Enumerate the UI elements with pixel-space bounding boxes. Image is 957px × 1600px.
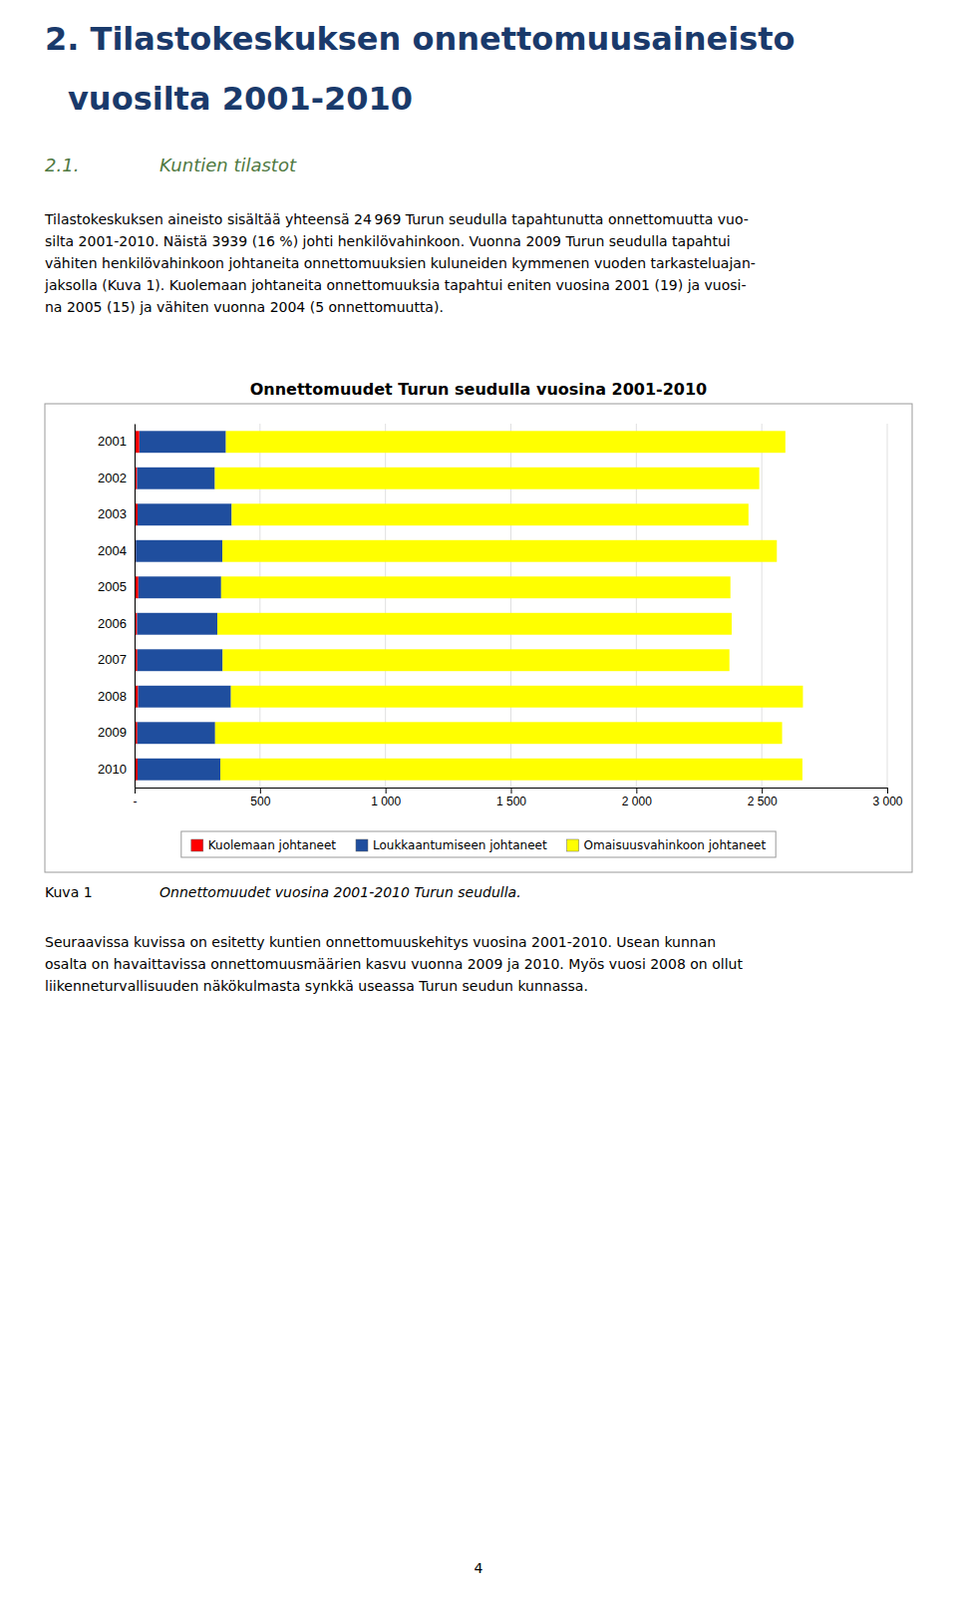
tick-mark [887, 787, 889, 794]
tick: 2005 [97, 579, 135, 595]
page: 2. Tilastokeskuksen onnettomuusaineisto v… [0, 0, 957, 1600]
bar [137, 613, 219, 636]
page-title: vuosilta 2001-2010 [67, 79, 413, 118]
body-text: osalta on havaittavissa onnettomuusmääri… [44, 956, 743, 972]
page-title: 2. Tilastokeskuksen onnettomuusaineisto [44, 19, 796, 58]
tick: 2002 [97, 470, 135, 486]
body-text: silta 2001-2010. Näistä 3939 (16 %) joht… [44, 233, 731, 250]
x-axis: - 500 1 000 1 500 2 000 2 500 3 000 [133, 787, 904, 809]
tick: 500 [250, 787, 271, 809]
legend-item: Omaisuusvahinkoon johtaneet [567, 838, 767, 853]
section-label: 2.1. [44, 154, 79, 176]
caption-text: Onnettomuudet vuosina 2001-2010 Turun se… [159, 884, 522, 901]
tick-label: 2 000 [622, 794, 652, 809]
tick-label: 2005 [97, 579, 127, 595]
body-text: liikenneturvallisuuden näkökulmasta synk… [44, 977, 589, 994]
body-text: na 2005 (15) ja vähiten vuonna 2004 (5 o… [44, 299, 444, 316]
bar [215, 721, 783, 744]
legend-item: Loukkaantumiseen johtaneet [355, 838, 548, 853]
bar [137, 503, 232, 526]
bar [139, 430, 227, 453]
tick-mark [636, 787, 638, 794]
tick-mark [134, 787, 136, 794]
bar [137, 721, 216, 744]
tick-label: 500 [250, 794, 271, 809]
tick: 2007 [97, 651, 135, 667]
tick-label: 2009 [97, 724, 127, 740]
tick-label: 2003 [97, 506, 127, 522]
legend-item: Kuolemaan johtaneet [191, 838, 336, 853]
bar [222, 648, 729, 671]
tick-label: 2004 [97, 543, 127, 559]
tick: 2 000 [622, 787, 652, 809]
tick-label: 2001 [97, 433, 127, 449]
page-number: 4 [474, 1560, 484, 1577]
tick-label: 1 000 [370, 794, 401, 809]
body-text: Tilastokeskuksen aineisto sisältää yhtee… [43, 211, 749, 228]
tick-mark [511, 787, 513, 794]
bar [226, 430, 786, 453]
grid-line [887, 423, 889, 788]
body-text: vähiten henkilövahinkoon johtaneita onne… [44, 255, 756, 272]
bar [215, 467, 760, 490]
tick: 2001 [97, 433, 135, 449]
tick: 2008 [97, 688, 135, 704]
tick-label: 3 000 [872, 794, 903, 809]
grid [134, 423, 888, 788]
tick-mark [385, 787, 387, 794]
tick-label: 2010 [97, 761, 127, 777]
tick-label: 2 500 [747, 794, 778, 809]
chart-frame [44, 403, 913, 873]
body-text: jaksolla (Kuva 1). Kuolemaan johtaneita … [43, 277, 747, 294]
legend-label: Loukkaantumiseen johtaneet [372, 838, 548, 853]
bar [138, 685, 232, 708]
tick: 2009 [97, 724, 135, 740]
y-axis: 2010 2009 2008 2007 2006 2005 2004 2003 2002 2001 [97, 424, 135, 789]
legend-label: Omaisuusvahinkoon johtaneet [584, 838, 767, 853]
legend-swatch [355, 839, 368, 852]
bar [222, 540, 777, 563]
axis-line [135, 788, 889, 795]
grid-line [134, 423, 136, 788]
tick: 2004 [97, 543, 135, 559]
tick-mark [761, 787, 763, 794]
bars [134, 430, 803, 780]
legend-swatch [191, 839, 204, 852]
series [215, 430, 804, 780]
legend-frame [181, 831, 776, 858]
bar [221, 576, 731, 599]
bar [231, 503, 748, 526]
legend: Kuolemaan johtaneet Loukkaantumiseen joht… [181, 831, 776, 858]
tick: 2006 [97, 616, 135, 632]
tick: 1 500 [496, 787, 527, 809]
tick: - [133, 787, 138, 809]
body-text: Seuraavissa kuvissa on esitetty kuntien … [44, 934, 716, 951]
axis-line [134, 424, 136, 789]
tick: 3 000 [872, 787, 903, 809]
bar [217, 613, 732, 636]
bar [137, 648, 224, 671]
section-title: Kuntien tilastot [159, 154, 298, 176]
tick: 2003 [97, 506, 135, 522]
tick-label: 2008 [97, 688, 127, 704]
tick-label: 2006 [97, 616, 127, 632]
bar [220, 758, 803, 781]
bar [137, 758, 221, 781]
legend-swatch [567, 839, 580, 852]
tick-label: 2002 [97, 470, 127, 486]
bar [231, 685, 804, 708]
tick: 1 000 [370, 787, 401, 809]
caption-label: Kuva 1 [44, 884, 93, 901]
bar [138, 576, 222, 599]
tick-label: - [133, 794, 138, 809]
bar [137, 467, 216, 490]
bar [135, 540, 223, 563]
tick-mark [260, 787, 262, 794]
legend-label: Kuolemaan johtaneet [208, 838, 336, 853]
tick: 2010 [97, 761, 135, 777]
tick-label: 2007 [97, 651, 127, 667]
tick: 2 500 [747, 787, 778, 809]
chart-title: Onnettomuudet Turun seudulla vuosina 200… [250, 379, 708, 399]
tick-label: 1 500 [496, 794, 527, 809]
